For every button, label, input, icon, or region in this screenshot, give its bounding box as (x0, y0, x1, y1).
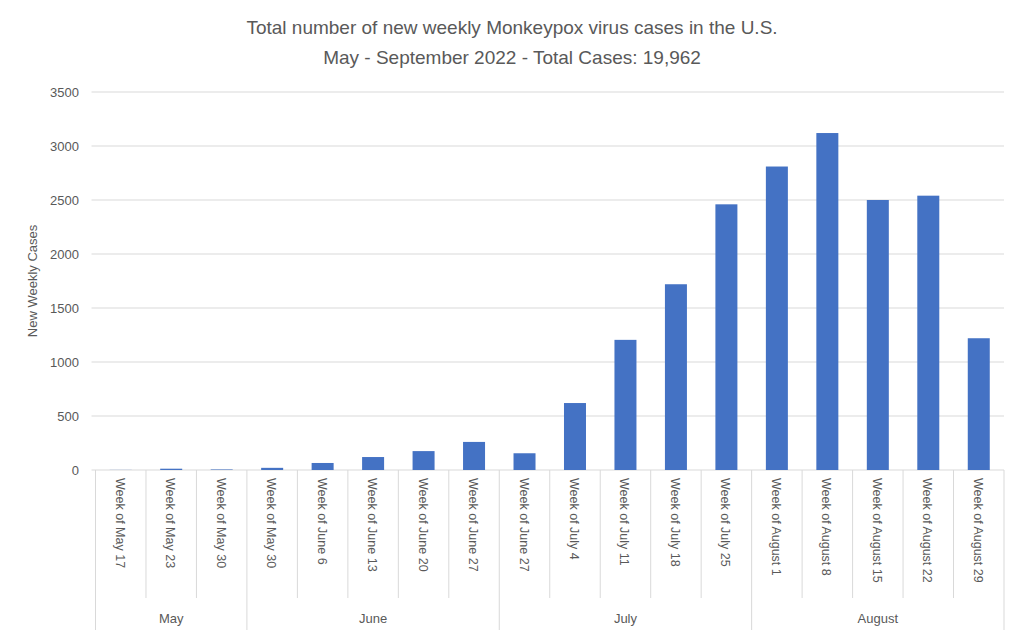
bar (514, 453, 536, 470)
category-divider (903, 470, 904, 598)
x-tick-label: Week of July 4 (567, 478, 581, 560)
x-tick-label: Week of May 30 (264, 478, 278, 568)
grid-line (92, 146, 1005, 147)
bar (715, 204, 737, 470)
bar (160, 469, 182, 470)
bar (816, 133, 838, 470)
group-label: July (614, 611, 638, 626)
x-tick-label: Week of July 18 (668, 478, 682, 567)
group-divider (95, 470, 96, 630)
x-tick-label: Week of August 29 (971, 478, 985, 583)
bar (917, 196, 939, 470)
chart-svg: Total number of new weekly Monkeypox vir… (0, 0, 1024, 637)
category-divider (145, 470, 146, 598)
bar (665, 284, 687, 470)
title: Total number of new weekly Monkeypox vir… (246, 17, 777, 38)
bar (968, 338, 990, 470)
category-divider (600, 470, 601, 598)
category-divider (448, 470, 449, 598)
x-tick-label: Week of May 23 (163, 478, 177, 568)
x-tick-label: Week of June 20 (416, 478, 430, 572)
y-tick-label: 500 (57, 409, 79, 424)
category-divider (953, 470, 954, 598)
category-axis: Week of May 17 Week of May 23 Week of May … (96, 470, 1005, 630)
x-tick-label: Week of June 6 (315, 478, 329, 565)
x-tick-label: Week of August 1 (769, 478, 783, 576)
x-tick-label: Week of August 15 (870, 478, 884, 583)
x-tick-label: Week of June 13 (365, 478, 379, 572)
group-divider (246, 470, 247, 630)
y-tick-label: 3500 (50, 85, 79, 100)
x-tick-label: Week of July 25 (718, 478, 732, 567)
bar (413, 451, 435, 470)
bar (463, 442, 485, 470)
bars (110, 133, 990, 470)
y-axis-label: New Weekly Cases (25, 224, 40, 337)
bar (312, 463, 334, 470)
group-label: June (359, 611, 387, 626)
y-tick-label: 0 (72, 463, 79, 478)
grid-line (92, 92, 1005, 93)
y-tick-label: 1000 (50, 355, 79, 370)
category-divider (297, 470, 298, 598)
category-divider (196, 470, 197, 598)
group-divider (751, 470, 752, 630)
group-label: May (159, 611, 184, 626)
x-tick-label: Week of May 17 (113, 478, 127, 568)
bar (211, 469, 233, 470)
category-divider (852, 470, 853, 598)
bar (766, 167, 788, 470)
y-tick-label: 3000 (50, 139, 79, 154)
category-divider (549, 470, 550, 598)
category-divider (398, 470, 399, 598)
category-divider (802, 470, 803, 598)
chart-container: Total number of new weekly Monkeypox vir… (0, 0, 1024, 637)
subtitle: May - September 2022 - Total Cases: 19,9… (323, 47, 701, 68)
x-tick-label: Week of August 22 (920, 478, 934, 583)
y-tick-label: 2000 (50, 247, 79, 262)
bar (110, 469, 132, 470)
group-divider (499, 470, 500, 630)
bar (564, 403, 586, 470)
x-tick-label: Week of August 8 (819, 478, 833, 576)
x-tick-label: Week of July 11 (617, 478, 631, 566)
x-tick-label: Week of June 27 (466, 478, 480, 572)
x-tick-label: Week of May 30 (214, 478, 228, 568)
group-label: August (858, 611, 899, 626)
bar (362, 457, 384, 470)
y-tick-label: 1500 (50, 301, 79, 316)
x-tick-label: Week of June 27 (517, 478, 531, 572)
category-divider (347, 470, 348, 598)
grid (92, 92, 1005, 470)
bar (867, 200, 889, 470)
group-divider (1004, 470, 1005, 630)
bar (261, 468, 283, 470)
bar (614, 340, 636, 470)
category-divider (650, 470, 651, 598)
y-tick-label: 2500 (50, 193, 79, 208)
category-divider (701, 470, 702, 598)
